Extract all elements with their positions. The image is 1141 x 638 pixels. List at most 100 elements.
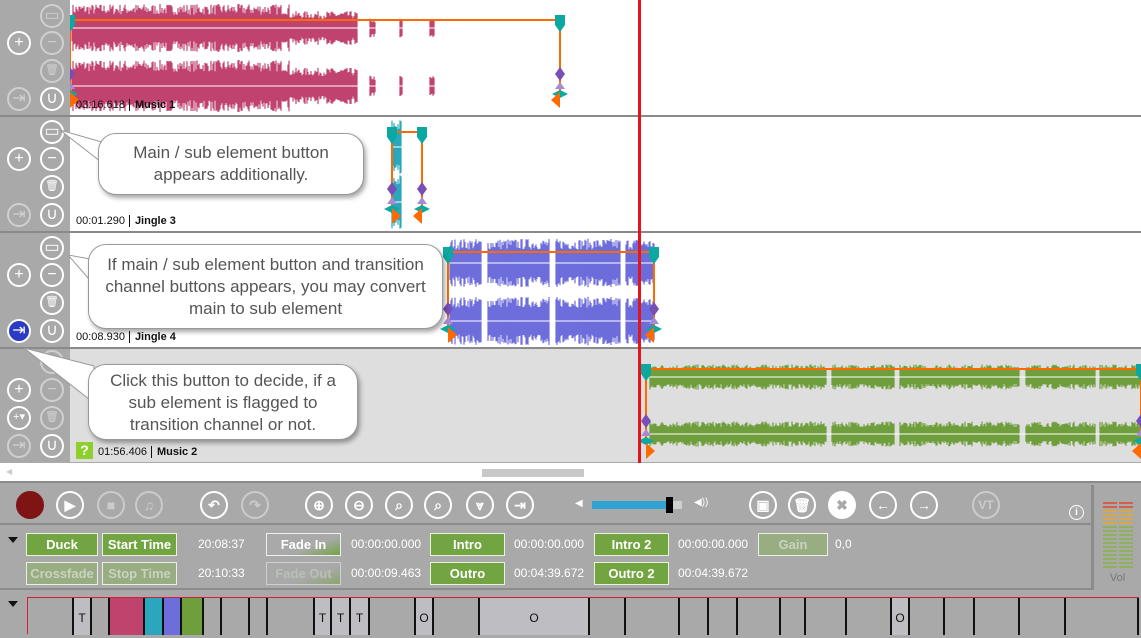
- transition-button[interactable]: ⇥: [506, 491, 534, 519]
- delete-button[interactable]: 🗑: [40, 59, 64, 83]
- fade-in-button[interactable]: Fade In: [266, 533, 341, 556]
- main-sub-button[interactable]: ▭: [40, 236, 64, 260]
- remove-button[interactable]: −: [40, 378, 64, 402]
- duck-button[interactable]: Duck: [26, 533, 98, 556]
- delete-selection-button[interactable]: 🗑: [788, 491, 816, 519]
- add-button[interactable]: +: [7, 263, 31, 287]
- transition-channel-button[interactable]: ⇥: [7, 434, 31, 458]
- strip-cell[interactable]: [182, 598, 204, 635]
- redo-button[interactable]: ↷: [241, 491, 269, 519]
- strip-cell[interactable]: [110, 598, 145, 635]
- main-sub-button[interactable]: ▭: [40, 4, 64, 28]
- strip-cell[interactable]: O: [892, 598, 910, 635]
- fade-out-button[interactable]: Fade Out: [266, 562, 341, 585]
- delete-button[interactable]: 🗑: [40, 406, 64, 430]
- transition-channel-button[interactable]: ⇥: [7, 203, 31, 227]
- transition-channel-button[interactable]: ⇥: [7, 87, 31, 111]
- strip-cell[interactable]: [434, 598, 480, 635]
- fade-button[interactable]: ∪: [40, 434, 64, 458]
- zoom-out-button[interactable]: ⊖: [345, 491, 373, 519]
- add-menu-button[interactable]: +▾: [7, 406, 31, 430]
- strip-cell[interactable]: [92, 598, 110, 635]
- strip-cell[interactable]: [626, 598, 680, 635]
- next-button[interactable]: →: [910, 491, 938, 519]
- strip-cell[interactable]: T: [315, 598, 332, 635]
- remove-button[interactable]: −: [40, 263, 64, 287]
- strip-cell[interactable]: [590, 598, 626, 635]
- track-music-1[interactable]: ▭ + − 🗑 ⇥ ∪ 03:16.618 Music 1: [0, 0, 1141, 117]
- strip-cell[interactable]: [781, 598, 806, 635]
- strip-cell[interactable]: [738, 598, 781, 635]
- outro-button[interactable]: Outro: [430, 562, 505, 585]
- save-button[interactable]: ▣: [749, 491, 777, 519]
- add-music-button[interactable]: ♫: [135, 491, 163, 519]
- delete-button[interactable]: 🗑: [40, 175, 64, 199]
- waveform[interactable]: [70, 0, 1141, 115]
- remove-button[interactable]: −: [40, 31, 64, 55]
- strip-cell[interactable]: T: [74, 598, 92, 635]
- scroll-left-icon[interactable]: ◀: [6, 467, 13, 476]
- fade-button[interactable]: ∪: [40, 203, 64, 227]
- play-button[interactable]: ▶: [56, 491, 84, 519]
- fade-button[interactable]: ∪: [40, 319, 64, 343]
- collapse-strip-icon[interactable]: [8, 601, 18, 607]
- strip-cell[interactable]: [709, 598, 738, 635]
- zoom-selection-button[interactable]: ⌕: [385, 491, 413, 519]
- strip-cell[interactable]: O: [416, 598, 434, 635]
- strip-cell[interactable]: O: [480, 598, 590, 635]
- volume-slider[interactable]: [592, 497, 682, 513]
- strip-cell[interactable]: [164, 598, 182, 635]
- zoom-fit-button[interactable]: ⌕: [424, 491, 452, 519]
- strip-cell[interactable]: [204, 598, 222, 635]
- strip-cell[interactable]: T: [351, 598, 370, 635]
- strip-cell[interactable]: [1066, 598, 1139, 635]
- strip-cell[interactable]: [806, 598, 847, 635]
- voice-track-button[interactable]: VT: [972, 491, 1000, 519]
- fade-button[interactable]: ∪: [40, 87, 64, 111]
- record-button[interactable]: [16, 491, 44, 519]
- remove-button[interactable]: −: [40, 147, 64, 171]
- intro-2-button[interactable]: Intro 2: [594, 533, 669, 556]
- gain-button[interactable]: Gain: [758, 533, 828, 556]
- strip-cell[interactable]: [268, 598, 315, 635]
- intro-button[interactable]: Intro: [430, 533, 505, 556]
- previous-button[interactable]: ←: [869, 491, 897, 519]
- stop-time-button[interactable]: Stop Time: [102, 562, 177, 585]
- waveform[interactable]: [70, 233, 1141, 347]
- close-button[interactable]: ✖: [828, 491, 856, 519]
- add-button[interactable]: +: [7, 378, 31, 402]
- segue-marker: [638, 437, 654, 445]
- waveform[interactable]: [70, 117, 1141, 231]
- scrollbar-thumb[interactable]: [482, 469, 584, 477]
- add-button[interactable]: +: [7, 31, 31, 55]
- strip-cell[interactable]: [945, 598, 975, 635]
- waveform[interactable]: [70, 349, 1141, 462]
- crossfade-button[interactable]: Crossfade: [26, 562, 98, 585]
- strip-cell[interactable]: T: [332, 598, 351, 635]
- strip-cell[interactable]: [28, 598, 74, 635]
- playhead[interactable]: [638, 0, 641, 463]
- volume-thumb[interactable]: [666, 497, 674, 513]
- strip-cell[interactable]: [975, 598, 1020, 635]
- stop-button[interactable]: ■: [97, 491, 125, 519]
- strip-cell[interactable]: [910, 598, 945, 635]
- strip-cell[interactable]: [222, 598, 250, 635]
- add-button[interactable]: +: [7, 147, 31, 171]
- expand-all-button[interactable]: ⩔: [466, 491, 494, 519]
- delete-button[interactable]: 🗑: [40, 291, 64, 315]
- undo-button[interactable]: ↶: [200, 491, 228, 519]
- info-button[interactable]: i: [1069, 505, 1084, 520]
- strip-cell[interactable]: [847, 598, 892, 635]
- outro-2-button[interactable]: Outro 2: [594, 562, 669, 585]
- strip-cell[interactable]: [370, 598, 416, 635]
- collapse-icon[interactable]: [8, 537, 18, 543]
- strip-cell[interactable]: [1020, 598, 1066, 635]
- start-time-button[interactable]: Start Time: [102, 533, 177, 556]
- strip-cell[interactable]: [680, 598, 709, 635]
- zoom-in-button[interactable]: ⊕: [305, 491, 333, 519]
- transition-channel-button[interactable]: ⇥: [7, 319, 31, 343]
- horizontal-scrollbar[interactable]: ◀: [0, 463, 1141, 483]
- strip-cell[interactable]: [250, 598, 268, 635]
- strip-cell[interactable]: [145, 598, 164, 635]
